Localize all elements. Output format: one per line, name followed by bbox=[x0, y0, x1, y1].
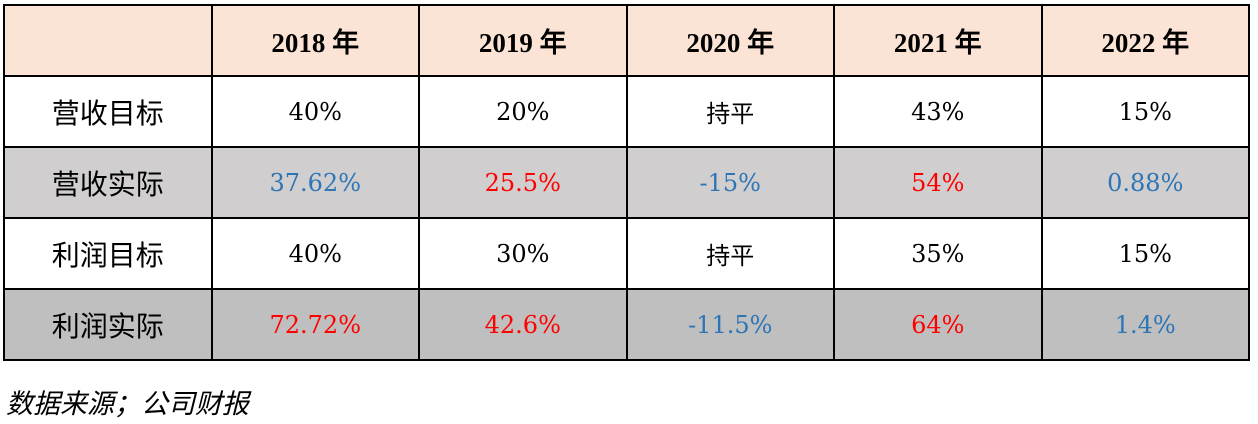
table-cell: 72.72% bbox=[210, 288, 420, 361]
source-caption: 数据来源；公司财报 bbox=[6, 389, 249, 420]
table-cell: 40% bbox=[210, 217, 420, 290]
table-cell: -15% bbox=[625, 146, 835, 219]
table-cell: 54% bbox=[833, 146, 1043, 219]
column-header: 2022 年 bbox=[1040, 4, 1250, 77]
table-cell: 20% bbox=[418, 75, 628, 148]
row-label: 营收实际 bbox=[3, 146, 213, 219]
table-cell: 持平 bbox=[625, 217, 835, 290]
table-cell: 15% bbox=[1040, 75, 1250, 148]
table-cell: 37.62% bbox=[210, 146, 420, 219]
table-cell: 43% bbox=[833, 75, 1043, 148]
table-row: 利润目标 40% 30% 持平 35% 15% bbox=[3, 217, 1250, 290]
row-label: 利润目标 bbox=[3, 217, 213, 290]
table-cell: -11.5% bbox=[625, 288, 835, 361]
table-row: 营收实际 37.62% 25.5% -15% 54% 0.88% bbox=[3, 146, 1250, 219]
column-header: 2021 年 bbox=[833, 4, 1043, 77]
table-cell: 35% bbox=[833, 217, 1043, 290]
table-cell: 64% bbox=[833, 288, 1043, 361]
table-row: 营收目标 40% 20% 持平 43% 15% bbox=[3, 75, 1250, 148]
table-row: 利润实际 72.72% 42.6% -11.5% 64% 1.4% bbox=[3, 288, 1250, 361]
table-cell: 25.5% bbox=[418, 146, 628, 219]
column-header bbox=[3, 4, 213, 77]
table-cell: 40% bbox=[210, 75, 420, 148]
column-header: 2019 年 bbox=[418, 4, 628, 77]
table-cell: 42.6% bbox=[418, 288, 628, 361]
column-header: 2018 年 bbox=[210, 4, 420, 77]
table-cell: 15% bbox=[1040, 217, 1250, 290]
growth-table: 2018 年 2019 年 2020 年 2021 年 2022 年 营收目标 40% 20… bbox=[3, 4, 1250, 361]
table-cell: 0.88% bbox=[1040, 146, 1250, 219]
table-cell: 30% bbox=[418, 217, 628, 290]
table-cell: 持平 bbox=[625, 75, 835, 148]
row-label: 营收目标 bbox=[3, 75, 213, 148]
table-cell: 1.4% bbox=[1040, 288, 1250, 361]
header-row: 2018 年 2019 年 2020 年 2021 年 2022 年 bbox=[3, 4, 1250, 77]
column-header: 2020 年 bbox=[625, 4, 835, 77]
row-label: 利润实际 bbox=[3, 288, 213, 361]
